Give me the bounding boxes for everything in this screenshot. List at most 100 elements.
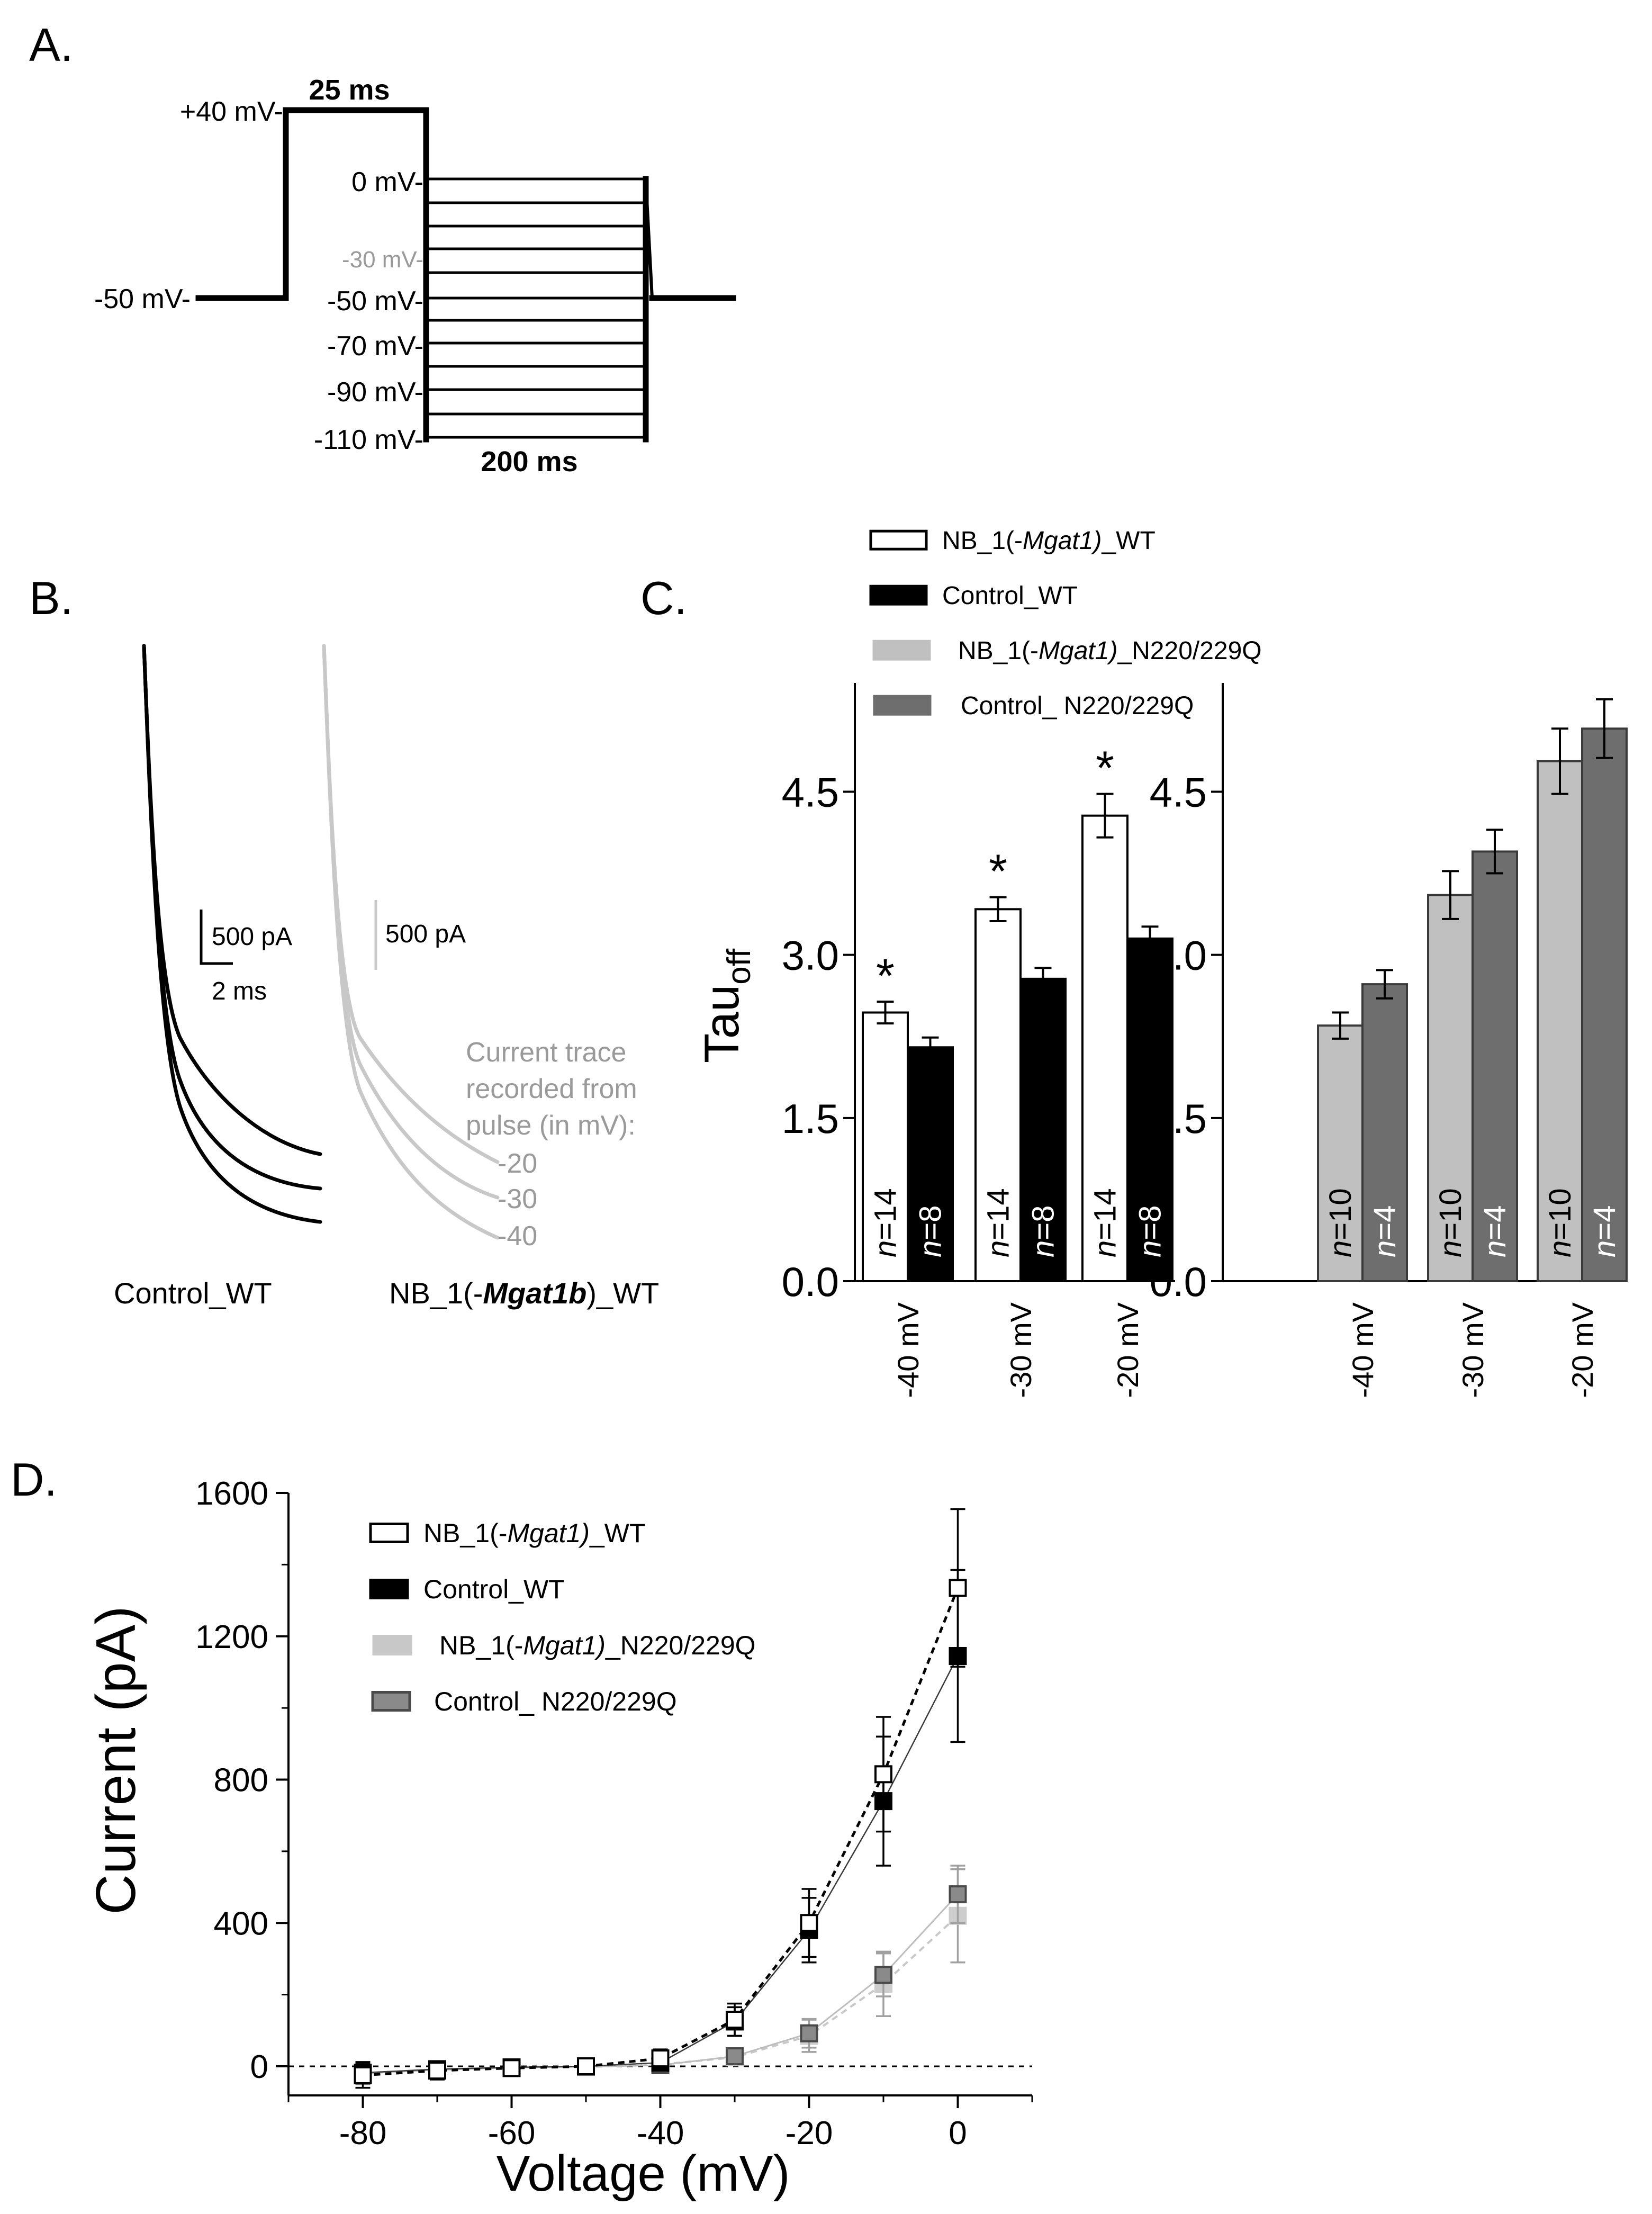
y-tick-label: 1.5 [782,1095,839,1142]
n-label-value: =8 [1026,1205,1061,1240]
control-scalebar-current: 500 pA [212,923,292,951]
legend-swatch [872,640,931,661]
data-point [949,1579,967,1597]
protocol-step-labels: 0 mV- -30 mV- -50 mV- -70 mV- -90 mV- -110 mV… [314,167,423,455]
legend-label: Control_ N220/229Q [434,1687,677,1716]
legend-label-part: NB_1(- [942,527,1023,555]
legend-label: NB_1(-Mgat1)_N220/229Q [958,637,1262,665]
protocol-step-label: -50 mV- [327,286,423,317]
legend-swatch [371,1691,411,1712]
data-point [428,2062,446,2080]
x-tick-label: -20 [786,2115,833,2152]
n-label-value: =10 [1543,1188,1577,1240]
legend-swatch [869,529,928,551]
n-label: n=14 [869,1188,903,1257]
legend-label: Control_WT [942,582,1078,610]
protocol-falling-edge [644,177,654,300]
legend-label-italic: Mgat1) [507,1518,590,1548]
category-label: -40 mV [891,1302,925,1398]
nb-wt-traces [322,644,500,1240]
n-label-value: =8 [914,1205,948,1240]
category-label: -20 mV [1566,1302,1599,1398]
legend-label-part: Control_ N220/229Q [434,1687,677,1716]
pulse-note-line-1: Current trace [466,1037,626,1068]
iv-ylabel: Current (pA) [85,1606,147,1914]
bar-chart-right: 0.01.53.04.5n=10n=4-40 mVn=10n=4-30 mVn=… [1150,683,1628,1398]
n-label: n=10 [1433,1188,1468,1257]
n-label-value: =8 [1133,1205,1168,1240]
y-tick-label: 400 [214,1905,268,1942]
n-label-letter: n [1368,1240,1402,1257]
legend-label: NB_1(-Mgat1)_N220/229Q [439,1631,756,1660]
n-label: n=4 [1587,1205,1622,1257]
pulse-note-line-2: recorded from [466,1074,637,1104]
bar [1581,727,1628,1282]
significance-star: * [876,950,895,1003]
legend-panel-c: NB_1(-Mgat1)_WTControl_WTNB_1(-Mgat1)_N2… [869,527,1262,720]
n-label-letter: n [981,1240,1016,1257]
y-tick-label: 1.5 [1150,1095,1207,1142]
legend-label-part: _N220/229Q [1117,637,1261,665]
data-point [577,2057,595,2075]
n-label-letter: n [869,1240,903,1257]
panel-letter-d: D. [11,1453,57,1506]
legend-swatch [869,584,928,606]
legend-label-part: Control_WT [942,582,1078,610]
n-label: n=8 [914,1205,948,1257]
data-point [800,1914,818,1932]
bar [907,1046,954,1282]
n-label-value: =14 [981,1188,1016,1240]
n-label: n=4 [1478,1205,1512,1257]
bar [1317,1024,1364,1282]
bar [1019,977,1067,1282]
n-label-letter: n [1543,1240,1577,1257]
y-tick-label: 1600 [195,1475,268,1512]
data-point [874,1765,892,1784]
protocol-step-label: 0 mV- [351,167,423,197]
series-line [363,1894,959,2074]
protocol-prepulse-label: +40 mV- [180,96,283,127]
bar [1537,760,1583,1282]
bar-chart-left: 0.01.53.04.5n=14n=8*-40 mVn=14n=8*-30 mV… [782,683,1175,1398]
protocol-step-lines [425,177,647,439]
panel-letter-b: B. [29,572,73,624]
n-label-value: =14 [869,1188,903,1240]
x-tick-label: -80 [339,2115,387,2152]
series-line [363,1655,959,2074]
legend-swatch [369,1523,409,1543]
nb-trace-minus40 [322,644,500,1240]
pulse-note: Current trace recorded from pulse (in mV… [466,1037,637,1252]
panel-letter-a: A. [29,19,73,71]
n-label: n=14 [981,1188,1016,1257]
n-label-letter: n [1587,1240,1622,1257]
data-point [726,2047,744,2066]
protocol-step-label: -70 mV- [327,331,423,362]
n-label: n=14 [1088,1188,1123,1257]
pulse-label-minus30: -30 [498,1184,537,1214]
n-label: n=8 [1026,1205,1061,1257]
nb-trace-label: NB_1(-Mgat1b)_WT [389,1276,659,1310]
legend-label-part: NB_1(- [439,1631,523,1660]
category-label: -30 mV [1456,1302,1489,1398]
pulse-note-line-3: pulse (in mV): [466,1110,636,1141]
n-label-letter: n [1026,1240,1061,1257]
n-label-letter: n [914,1240,948,1257]
protocol-holding-prepulse-line [195,107,429,301]
control-trace-minus40 [142,644,322,1224]
y-tick-label: 1200 [195,1619,268,1655]
n-label: n=8 [1133,1205,1168,1257]
bar [1427,894,1474,1282]
data-point [800,2024,818,2042]
data-point [354,2066,372,2084]
control-trace-label: Control_WT [114,1276,272,1310]
series-line [363,1587,959,2077]
n-label-letter: n [1323,1240,1358,1257]
protocol-prepulse-duration: 25 ms [309,74,390,106]
n-label-value: =4 [1478,1205,1512,1240]
y-tick-label: 3.0 [782,932,839,979]
n-label-letter: n [1088,1240,1123,1257]
legend-label-italic: Mgat1) [523,1631,606,1660]
n-label-letter: n [1478,1240,1512,1257]
bar [1126,937,1173,1283]
